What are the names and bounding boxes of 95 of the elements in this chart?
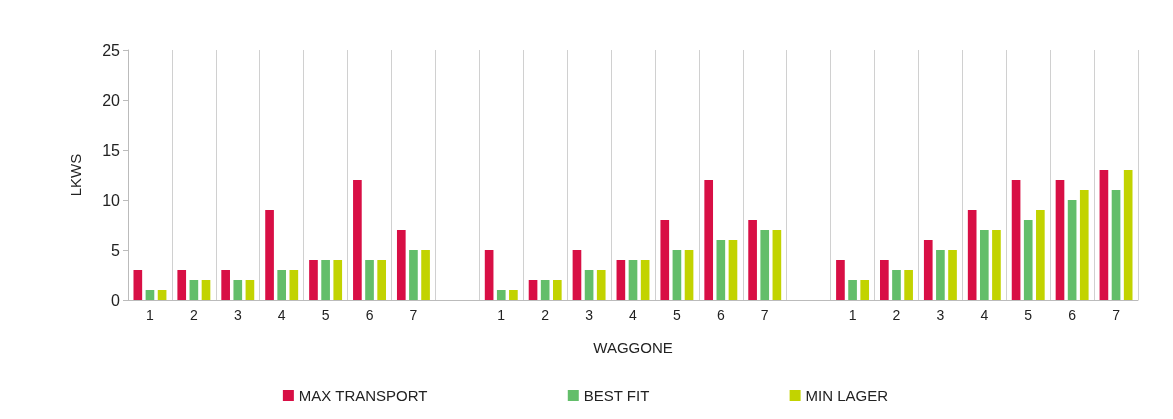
bar [596,270,606,300]
bar [396,230,406,300]
bar [716,240,726,300]
x-tick-label: 1 [497,307,506,323]
x-tick-label: 6 [1068,307,1077,323]
bar [484,250,494,300]
bar [277,270,287,300]
y-tick-label: 25 [102,41,121,59]
x-axis-title: WAGGONE [593,339,673,356]
bar [836,260,845,300]
x-tick-label: 4 [277,307,286,323]
bar [309,260,318,300]
bar [321,260,330,300]
bar [967,210,977,300]
bar [660,220,670,300]
bar [904,270,913,300]
x-tick-label: 6 [716,307,725,323]
bar [848,280,857,300]
bar [528,280,538,300]
bar [992,230,1001,300]
x-tick-label: 3 [233,307,242,323]
bar [265,210,274,300]
bar [760,230,770,300]
y-tick-label: 10 [102,191,121,209]
bar [377,260,386,300]
bar [979,230,989,300]
bar [1099,170,1109,300]
x-tick-label: 7 [760,307,769,323]
bar [572,250,582,300]
bar [880,260,889,300]
bar [421,250,430,300]
bar [552,280,562,300]
legend-label: BEST FIT [583,387,650,404]
bar [748,220,757,300]
x-tick-label: 1 [146,307,155,323]
bar [365,260,374,300]
bar [145,290,155,300]
bar [1055,180,1065,300]
x-tick-label: 1 [848,307,857,323]
bar [177,270,187,300]
x-tick-label: 7 [409,307,418,323]
bar [584,270,594,300]
x-tick-label: 3 [936,307,945,323]
x-tick-label: 6 [365,307,374,323]
x-tick-label: 4 [980,307,989,323]
x-tick-label: 2 [892,307,901,323]
bar [509,290,518,300]
bar [672,250,682,300]
bar [640,260,650,300]
y-tick-label: 5 [111,241,121,259]
bar [333,260,343,300]
bar [157,290,167,300]
bar [496,290,506,300]
x-tick-label: 2 [189,307,198,323]
bar [728,240,738,300]
bar [1079,190,1089,300]
bar [409,250,418,300]
bar [133,270,143,300]
bar [289,270,299,300]
bar [221,270,230,300]
bar [1123,170,1133,300]
bar [1067,200,1077,300]
bar [772,230,782,300]
bar [616,260,626,300]
bar [233,280,243,300]
bar [704,180,714,300]
legend-label: MIN LAGER [805,387,889,404]
bar [1111,190,1121,300]
bar [860,280,870,300]
x-tick-label: 5 [1024,307,1033,323]
bar [936,250,945,300]
bar [245,280,255,300]
bar [353,180,362,300]
y-tick-label: 0 [111,291,121,309]
y-tick-label: 20 [102,91,121,109]
bar [1036,210,1045,300]
bar [948,250,957,300]
bar [892,270,901,300]
bar [189,280,199,300]
bar [540,280,550,300]
x-tick-label: 7 [1112,307,1121,323]
x-tick-label: 2 [541,307,550,323]
bar [923,240,933,300]
bar [201,280,211,300]
bar [1023,220,1033,300]
bar [628,260,638,300]
x-tick-label: 4 [629,307,638,323]
bar [684,250,694,300]
x-tick-label: 5 [321,307,330,323]
y-axis-title: LKWS [67,153,84,197]
bar [1011,180,1021,300]
legend-label: MAX TRANSPORT [298,387,428,404]
x-tick-label: 3 [585,307,594,323]
y-tick-label: 15 [102,141,121,159]
x-tick-label: 5 [673,307,682,323]
